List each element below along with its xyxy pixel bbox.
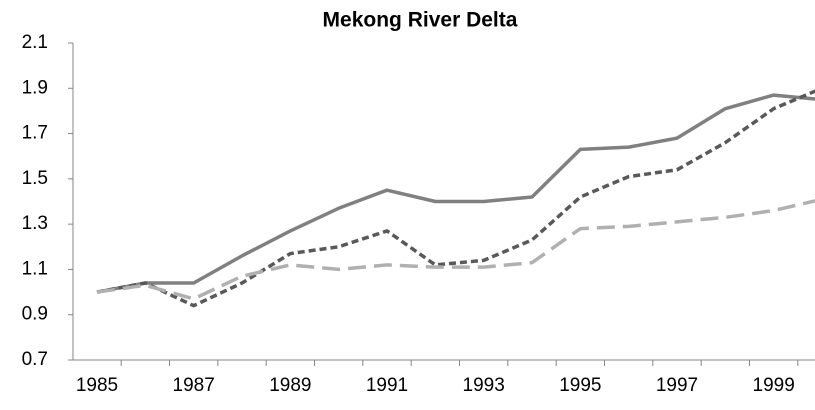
y-tick-label: 1.9 <box>22 77 48 98</box>
x-tick-label: 1995 <box>559 375 601 396</box>
y-tick-label: 2.1 <box>22 32 48 53</box>
y-tick-label: 0.9 <box>22 304 48 325</box>
y-tick-label: 1.1 <box>22 258 48 279</box>
series-line <box>96 93 815 294</box>
y-tick-label: 1.3 <box>22 213 48 234</box>
y-tick-label: 0.7 <box>22 349 48 370</box>
y-tick-label: 1.7 <box>22 123 48 144</box>
x-tick-label: 1989 <box>269 375 311 396</box>
chart-title: Mekong River Delta <box>323 9 518 32</box>
x-tick-label: 1993 <box>463 375 505 396</box>
x-tick-label: 1997 <box>656 375 698 396</box>
y-tick-label: 1.5 <box>22 168 48 189</box>
x-tick-label: 1991 <box>366 375 408 396</box>
series-line <box>96 89 815 308</box>
x-tick-label: 1987 <box>173 375 215 396</box>
x-tick-label: 1999 <box>753 375 795 396</box>
x-tick-label: 1985 <box>76 375 118 396</box>
series-line <box>96 199 815 301</box>
